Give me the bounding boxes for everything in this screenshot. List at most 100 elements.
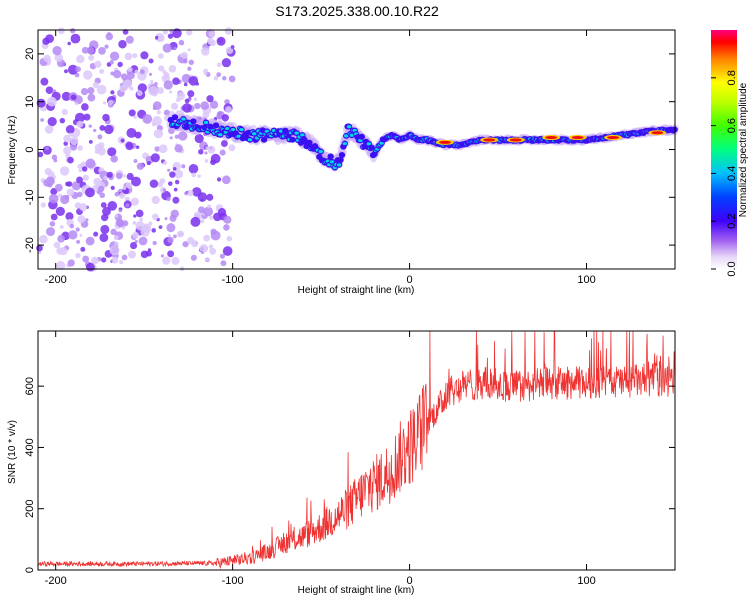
- noise-speckle: [61, 91, 71, 101]
- noise-speckle: [111, 256, 119, 264]
- x-tick-label: 0: [407, 274, 413, 286]
- noise-speckle: [78, 169, 83, 173]
- noise-speckle: [114, 191, 120, 197]
- noise-speckle: [109, 51, 120, 61]
- noise-speckle: [176, 91, 186, 101]
- noise-speckle: [171, 102, 179, 110]
- ridge-peak: [252, 132, 257, 136]
- ridge-core: [338, 152, 346, 159]
- noise-speckle: [174, 169, 184, 179]
- ridge-core: [190, 118, 197, 125]
- noise-speckle: [69, 136, 79, 146]
- noise-speckle: [220, 140, 228, 147]
- noise-speckle: [156, 110, 161, 115]
- noise-speckle: [163, 72, 170, 78]
- ridge-hotspot: [607, 135, 620, 140]
- noise-speckle: [152, 101, 162, 111]
- noise-speckle: [55, 206, 65, 216]
- noise-speckle: [69, 143, 78, 151]
- noise-speckle: [110, 90, 115, 95]
- ridge-core: [289, 136, 296, 143]
- noise-speckle: [223, 224, 230, 231]
- noise-speckle: [50, 213, 58, 221]
- noise-speckle: [59, 166, 70, 176]
- noise-speckle: [114, 214, 119, 218]
- spectrogram-x-ticks: -200 -100 0 100: [45, 30, 596, 286]
- y-tick-label: 0: [24, 567, 36, 573]
- ridge-core: [306, 139, 313, 146]
- noise-speckle: [157, 87, 164, 95]
- noise-speckle: [77, 163, 83, 170]
- noise-speckle: [125, 142, 134, 151]
- ridge-core: [171, 114, 179, 121]
- y-tick-label: -20: [24, 237, 36, 253]
- y-tick-label: 0: [24, 146, 36, 152]
- noise-speckle: [224, 27, 233, 35]
- noise-speckle: [47, 116, 57, 127]
- noise-speckle: [81, 46, 89, 54]
- noise-speckle: [158, 225, 163, 230]
- noise-speckle: [109, 60, 114, 65]
- noise-speckle: [43, 54, 51, 63]
- noise-speckle: [206, 95, 214, 103]
- noise-speckle: [133, 159, 138, 164]
- ridge-peak: [181, 117, 186, 121]
- noise-speckle: [164, 217, 168, 221]
- noise-speckle: [119, 260, 124, 265]
- noise-speckle: [163, 160, 168, 165]
- noise-speckle: [48, 193, 59, 204]
- noise-speckle: [225, 46, 234, 55]
- noise-speckle: [219, 149, 226, 156]
- noise-speckle: [109, 245, 120, 256]
- snr-y-label: SNR (10 * v/v): [7, 420, 18, 484]
- noise-speckle: [85, 158, 96, 169]
- noise-speckle: [198, 206, 205, 214]
- noise-speckle: [152, 213, 159, 221]
- noise-speckle: [118, 209, 123, 213]
- noise-speckle: [66, 181, 73, 187]
- noise-speckle: [44, 125, 54, 134]
- noise-speckle: [182, 103, 192, 113]
- noise-speckle: [172, 196, 180, 204]
- noise-speckle: [209, 100, 219, 109]
- noise-speckle: [122, 174, 126, 178]
- noise-speckle: [125, 203, 130, 208]
- noise-speckle: [107, 147, 117, 157]
- noise-speckle: [136, 162, 145, 170]
- noise-speckle: [91, 256, 99, 265]
- noise-speckle: [67, 156, 74, 164]
- noise-speckle: [70, 94, 77, 101]
- noise-speckle: [102, 101, 107, 105]
- ridge-peak: [342, 141, 348, 146]
- noise-speckle: [166, 196, 171, 202]
- noise-speckle: [63, 141, 69, 146]
- noise-speckle: [184, 98, 190, 104]
- noise-speckle: [190, 254, 197, 261]
- noise-speckle: [75, 252, 81, 259]
- noise-speckle: [188, 76, 199, 86]
- ridge-hotspot: [571, 135, 584, 140]
- noise-speckle: [36, 98, 46, 108]
- noise-speckle: [87, 87, 95, 95]
- noise-speckle: [79, 203, 88, 212]
- noise-speckle: [162, 256, 171, 265]
- noise-speckle: [159, 178, 166, 184]
- x-tick-label: -200: [45, 274, 67, 286]
- noise-speckle: [172, 167, 177, 171]
- colorbar-gradient: [711, 30, 737, 269]
- noise-speckle: [219, 253, 225, 259]
- noise-speckle: [120, 73, 128, 81]
- noise-speckle: [39, 234, 48, 244]
- noise-speckle: [187, 189, 194, 197]
- noise-speckle: [162, 43, 172, 53]
- noise-speckle: [65, 212, 74, 221]
- noise-speckle: [224, 99, 230, 105]
- ridge-peak: [239, 127, 244, 132]
- noise-speckle: [150, 79, 154, 84]
- x-tick-label: -100: [222, 274, 244, 286]
- noise-speckle: [216, 36, 226, 46]
- noise-speckle: [102, 206, 111, 216]
- noise-speckle: [148, 58, 154, 64]
- noise-speckle: [226, 235, 233, 242]
- noise-speckle: [208, 244, 214, 249]
